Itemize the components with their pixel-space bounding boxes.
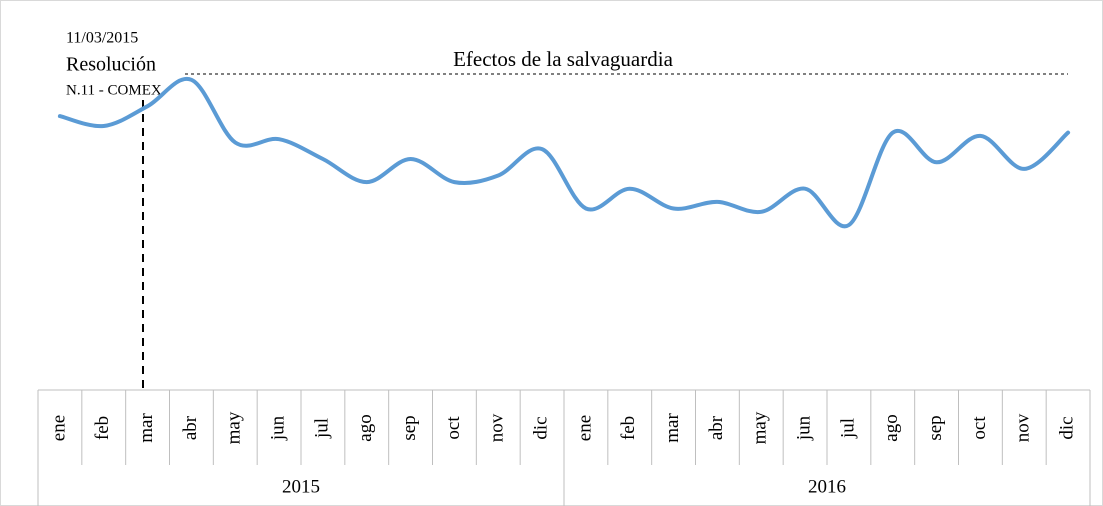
annotation-title: Resolución <box>66 54 156 76</box>
x-tick-label: ene <box>574 415 595 441</box>
x-tick-label: dic <box>1056 416 1077 439</box>
x-tick-label: dic <box>530 416 551 439</box>
x-tick-label: mar <box>136 413 157 443</box>
x-tick-label: sep <box>399 415 420 440</box>
x-tick-label: jul <box>311 418 332 439</box>
x-tick-label: mar <box>662 413 683 443</box>
annotation-resolution: N.11 - COMEX <box>66 82 162 98</box>
x-tick-label: abr <box>706 415 727 440</box>
x-tick-label: abr <box>180 415 201 440</box>
x-tick-label: oct <box>443 416 464 440</box>
x-tick-label: nov <box>1013 413 1034 442</box>
year-label: 2016 <box>808 476 846 497</box>
x-tick-label: nov <box>487 413 508 442</box>
annotation-date: 11/03/2015 <box>66 30 138 47</box>
x-tick-label: jul <box>837 418 858 439</box>
x-tick-label: ago <box>355 414 376 441</box>
x-tick-label: may <box>224 411 245 444</box>
x-tick-label: jun <box>793 415 814 441</box>
x-tick-label: may <box>750 411 771 444</box>
x-tick-label: oct <box>969 416 990 440</box>
x-tick-label: ene <box>48 415 69 441</box>
x-tick-label: sep <box>925 415 946 440</box>
x-tick-label: feb <box>618 416 639 440</box>
year-label: 2015 <box>282 476 320 497</box>
x-tick-label: jun <box>267 415 288 441</box>
x-tick-label: feb <box>92 416 113 440</box>
annotation-effect: Efectos de la salvaguardia <box>453 47 673 71</box>
x-tick-label: ago <box>881 414 902 441</box>
line-series <box>57 76 1071 229</box>
